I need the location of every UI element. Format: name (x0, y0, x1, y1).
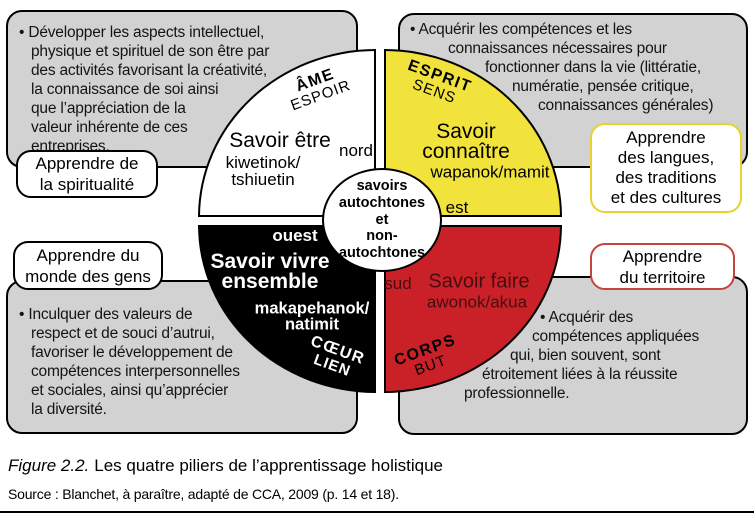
line: numératie, pensée critique, (512, 78, 694, 95)
line: savoirs (356, 178, 408, 194)
line: connaître (422, 140, 510, 163)
line: favoriser le développement de (31, 344, 233, 361)
direction-est: est (445, 198, 469, 217)
line: professionnelle. (464, 385, 570, 402)
east-indigenous-term: wapanok/mamit (430, 164, 549, 181)
direction-nord: nord (338, 141, 374, 160)
line: Savoir faire (428, 270, 530, 293)
line: valeur inhérente de ces (31, 119, 188, 136)
line: des activités favorisant la créativité, (31, 62, 267, 79)
line: des traditions (615, 168, 717, 187)
line: Apprendre du (36, 245, 140, 265)
line: kiwetinok/ (225, 153, 301, 172)
line: Savoir vivre (210, 250, 330, 273)
line: • Acquérir les compétences et les (410, 21, 632, 38)
line: natimit (284, 315, 340, 333)
line: awonok/akua (426, 292, 528, 312)
line: étroitement liées à la réussite (482, 366, 678, 383)
direction-sud: sud (384, 274, 412, 293)
line: Savoir (436, 120, 496, 143)
line: Apprendre (626, 128, 706, 147)
line: • Développer les aspects intellectuel, (19, 24, 265, 41)
line: la diversité. (31, 401, 107, 418)
line: connaissances générales) (538, 97, 714, 114)
line: makapehanok/ (254, 299, 370, 318)
line: autochtones (338, 245, 426, 262)
line: fonctionner dans la vie (littératie, (485, 59, 701, 76)
figure-caption-text: Les quatre piliers de l’apprentissage ho… (94, 456, 443, 475)
line: la spiritualité (39, 175, 135, 194)
line: et (375, 211, 389, 228)
callout-spirituality: Apprendre de la spiritualité (16, 150, 158, 198)
line: non- (366, 228, 398, 245)
east-pillar: Savoir connaître (422, 120, 510, 163)
line: compétences appliquées (532, 328, 700, 345)
callout-territory: Apprendre du territoire (590, 243, 735, 290)
line: ensemble (221, 270, 319, 293)
line: qui, bien souvent, sont (510, 347, 661, 364)
line: respect et de souci d’autrui, (31, 325, 215, 342)
line: wapanok/mamit (430, 162, 550, 182)
line: tshiuetin (231, 170, 295, 189)
line: connaissances nécessaires pour (448, 40, 667, 57)
wheel-center-circle: savoirs autochtones et non-autochtones (322, 168, 442, 272)
line: Savoir être (229, 129, 331, 152)
callout-languages: Apprendre des langues, des traditions et de… (590, 123, 742, 213)
figure-source: Source : Blanchet, à paraître, adapté de… (8, 486, 399, 502)
line: et des cultures (610, 188, 722, 207)
line: physique et spirituel de son être par (31, 43, 270, 60)
west-indigenous-term: makapehanok/natimit (254, 299, 370, 333)
north-pillar: Savoir être (229, 129, 331, 152)
figure-caption: Figure 2.2. Les quatre piliers de l’appre… (8, 456, 443, 476)
figure-caption-label: Figure 2.2. (8, 456, 90, 475)
line: Apprendre de (35, 154, 139, 173)
west-pillar: Savoir vivre ensemble (210, 250, 330, 293)
line: Apprendre (622, 246, 703, 266)
line: • Acquérir des (540, 309, 634, 326)
south-pillar: Savoir faire (428, 270, 530, 293)
direction-ouest: ouest (272, 226, 318, 245)
line: • Inculquer des valeurs de (19, 306, 193, 323)
south-indigenous-term: awonok/akua (427, 294, 527, 311)
line: que l’appréciation de la (31, 100, 186, 117)
callout-people: Apprendre du monde des gens (13, 241, 163, 290)
line: des langues, (617, 148, 715, 167)
line: la connaissance de soi ainsi (31, 81, 219, 98)
line: du territoire (619, 267, 706, 287)
line: et sociales, ainsi qu’apprécier (31, 382, 229, 399)
line: compétences interpersonnelles (31, 363, 240, 380)
line: autochtones (338, 194, 426, 211)
north-indigenous-term: kiwetinok/tshiuetin (226, 154, 301, 188)
bottom-rule (0, 511, 754, 513)
line: monde des gens (25, 266, 151, 286)
